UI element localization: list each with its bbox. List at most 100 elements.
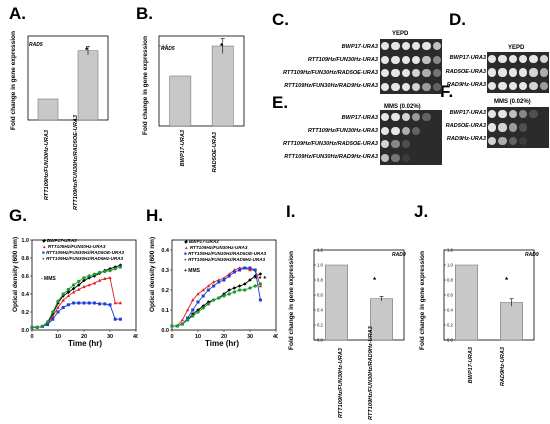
panel-a-chart [27,35,109,121]
colony-spot [391,55,400,64]
panel-g-legend-3: RTT109Hz/FUN30Hz/RAD9Hz-URA3 [46,256,124,261]
g-series-2-point-15 [108,303,112,307]
h-series-2-point-15 [248,266,252,270]
colony-spot [401,112,410,121]
j-bar-1 [500,302,523,341]
colony-spot [381,41,390,50]
g-ytick-label-0: 0.0 [21,328,29,334]
colony-spot [519,68,528,77]
panel-e-title: MMS (0.02%) [384,104,421,110]
colony-spot [401,69,410,78]
panel-e-strain-0: BWP17-URA3 [341,115,378,121]
colony-spot [508,68,517,77]
colony-spot [401,83,410,92]
g-series-3-point-8 [72,283,76,287]
g-series-2-point-16 [113,317,117,321]
g-ytick-label-3: 0.6 [21,274,29,280]
h-series-3-point-10 [222,294,226,298]
h-xtick-label-0: 0 [170,334,173,340]
panel-label-e: E. [272,93,289,112]
a-frame [27,35,109,121]
b-frame [158,35,245,127]
i-ytick-label-6: 1.2 [317,248,323,253]
colony-spot [539,54,548,63]
g-series-1-point-4 [51,314,55,318]
g-series-3-point-9 [77,279,81,283]
h-series-1-point-6 [201,288,205,292]
panel-h-legend-2: RTT109Hz/FUN30Hz/RAD5OE-URA3 [188,251,267,256]
colony-spot [412,126,421,135]
g-series-3-point-1 [35,325,39,329]
colony-spot [519,137,528,146]
panel-h-chart: 0.0 0.1 0.2 0.3 0.4 0 10 20 30 40 [161,239,278,340]
panel-f-title: MMS (0.02%) [494,99,531,105]
colony-spot [401,55,410,64]
colony-spot [412,83,421,92]
panel-label-j: J. [414,202,429,221]
colony-spot [432,69,441,78]
panel-g-legend-0: BWP17-URA3 [46,238,77,243]
panel-c-strain-0: BWP17-URA3 [341,44,378,50]
h-series-0-point-17 [258,272,263,276]
colony-spot [381,112,390,121]
colony-spot [391,41,400,50]
panel-b-xcat-0: BWP17-URA3 [180,130,186,167]
colony-spot [488,123,497,132]
j-ytick-label-0: 0.0 [447,338,453,343]
colony-spot [381,126,390,135]
colony-spot [488,137,497,146]
g-series-3-point-10 [82,276,86,280]
g-series-2-point-12 [92,301,96,305]
g-ytick-label-5: 1.0 [21,238,29,244]
colony-spot [412,69,421,78]
panel-d-strain-0: BWP17-URA3 [449,55,486,61]
g-series-1-line [32,277,121,328]
h-series-3-point-15 [248,286,252,290]
h-series-2-point-9 [217,280,221,284]
g-xtick-label-2: 20 [81,334,87,340]
panel-label-d: D. [449,10,466,29]
g-ytick-label-2: 0.4 [21,292,30,298]
g-series-3-point-5 [56,299,60,303]
panel-j-xcat-1: RAD9Hz-URA3 [500,347,506,387]
panel-d-plate [487,52,549,93]
colony-spot [539,68,548,77]
colony-spot [381,55,390,64]
panel-h-legend-3: RTT109Hz/FUN30Hz/RAD9Hz-URA3 [188,257,266,262]
panel-e-strain-3: RTT109Hz/FUN30Hz/RAD9Hz-URA3 [284,154,378,160]
g-series-3-point-15 [108,269,112,273]
panel-h-legend-1: RTT109Hz/FUN30Hz-URA3 [189,245,248,250]
g-ytick-label-4: 0.8 [21,256,29,262]
g-series-0-line [32,264,121,328]
h-series-3-point-11 [227,292,231,296]
i-ytick-label-1: 0.2 [317,323,323,328]
colony-spot [529,68,538,77]
h-series-2-line [172,267,261,327]
colony-spot [381,154,390,163]
g-series-3-point-16 [113,267,117,271]
g-series-0-point-10 [82,278,86,283]
j-ytick-label-5: 1.0 [447,263,453,268]
g-series-3-point-0 [30,325,34,329]
panel-i-ylabel: Fold change in gene expression [288,251,295,350]
panel-label-h: H. [146,206,163,225]
panel-f-strain-1: RAD5OE-URA3 [445,123,486,129]
panel-c-strain-3: RTT109Hz/FUN30Hz/RAD9Hz-URA3 [284,83,378,89]
g-series-0-point-9 [77,283,81,287]
panel-h-legend: ◆ BWP17-URA3 ▲ RTT109Hz/FUN30Hz-URA3 ■ R… [184,239,267,262]
h-series-2-point-11 [227,274,231,278]
g-series-2-point-5 [56,310,60,314]
h-xtick-label-4: 40 [273,334,278,340]
panel-label-i: I. [286,202,296,221]
h-series-2-point-10 [222,278,226,282]
panel-label-b: B. [136,4,153,23]
g-series-2-point-8 [72,301,76,305]
colony-spot [381,83,390,92]
j-ytick-label-6: 1.2 [447,248,453,253]
colony-spot [519,82,528,91]
panel-d-strain-1: RAD5OE-URA3 [445,69,486,75]
colony-spot [422,112,431,121]
panel-g-chart: 0.0 0.2 0.4 0.6 0.8 1.0 0 10 20 30 40 [21,238,138,340]
h-series-3-point-13 [238,288,242,292]
h-series-1-point-7 [206,284,211,288]
